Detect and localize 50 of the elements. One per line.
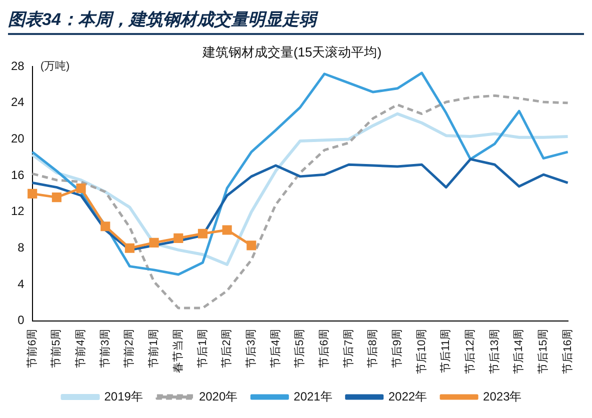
point <box>76 183 86 194</box>
y-tick-label: 8 <box>18 240 25 254</box>
x-tick-label: 节后15周 <box>536 328 550 374</box>
point <box>246 240 256 250</box>
x-tick-label: 节前3周 <box>98 328 112 368</box>
x-tick-label: 节后10周 <box>414 328 428 374</box>
x-tick-label: 节后8周 <box>366 328 380 368</box>
y-tick-label: 16 <box>10 168 25 182</box>
x-tick-label: 节前2周 <box>122 328 136 368</box>
x-tick-label: 节后3周 <box>244 328 258 368</box>
x-tick-label: 节后7周 <box>342 328 355 368</box>
y-tick-label: 0 <box>18 313 25 328</box>
point <box>198 228 208 238</box>
legend-label: 2021年 <box>294 389 332 404</box>
point <box>174 233 184 243</box>
legend-label: 2022年 <box>388 389 428 404</box>
x-tick-label: 节前6周 <box>25 328 38 368</box>
x-tick-label: 节后5周 <box>293 328 306 368</box>
x-tick-label: 节后12周 <box>463 328 476 374</box>
x-tick-label: 节后6周 <box>317 328 330 368</box>
y-tick-label: 20 <box>10 132 25 146</box>
point <box>222 225 232 235</box>
x-tick-label: 节后2周 <box>220 328 234 368</box>
point <box>52 192 62 202</box>
y-axis-title: (万吨) <box>40 60 70 73</box>
x-tick-label: 节后11周 <box>439 328 452 374</box>
x-tick-label: 节后16周 <box>560 328 574 374</box>
x-tick-label: 节后4周 <box>268 328 282 368</box>
chart-title: 图表34：本周，建筑钢材成交量明显走弱 <box>8 8 584 35</box>
x-tick-label: 春节当周 <box>171 328 184 373</box>
x-tick-label: 节前1周 <box>147 328 160 368</box>
y-tick-label: 4 <box>18 276 25 291</box>
line-series <box>31 94 570 310</box>
legend-label: 2019年 <box>104 389 143 404</box>
x-tick-label: 节后9周 <box>390 328 404 368</box>
point <box>28 188 38 198</box>
x-tick-label: 节前4周 <box>74 328 88 368</box>
chart-subtitle: 建筑钢材成交量(15天滚动平均) <box>201 44 382 60</box>
y-tick-label: 12 <box>10 204 25 218</box>
point <box>124 243 134 253</box>
y-tick-label: 28 <box>10 58 25 73</box>
legend-label: 2023年 <box>483 389 522 404</box>
x-tick-label: 节后13周 <box>488 328 501 374</box>
x-tick-label: 节后1周 <box>196 328 209 368</box>
legend-label: 2020年 <box>198 389 238 404</box>
x-tick-label: 节后14周 <box>512 328 526 374</box>
y-tick-label: 24 <box>10 95 25 110</box>
point <box>149 238 159 248</box>
point <box>100 222 110 232</box>
x-tick-label: 节前5周 <box>50 328 63 368</box>
